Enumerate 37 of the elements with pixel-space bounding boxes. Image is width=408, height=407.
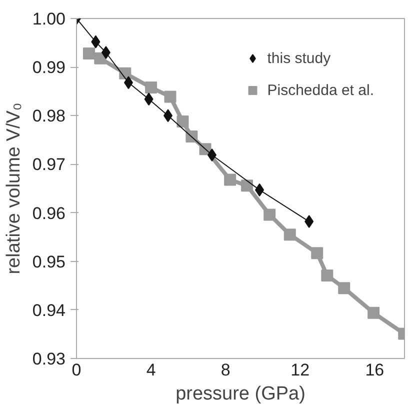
point <box>304 215 314 228</box>
point <box>284 228 296 241</box>
point <box>224 174 236 186</box>
point <box>82 47 95 60</box>
y-tick-label: 0.96 <box>32 204 66 223</box>
point <box>368 306 380 319</box>
point <box>164 109 173 122</box>
x-tick-label: 16 <box>365 360 384 380</box>
y-tick-label: 0.94 <box>32 300 66 320</box>
point <box>255 183 264 196</box>
point <box>164 90 176 103</box>
y-tick-label: 0.98 <box>32 106 66 126</box>
point <box>241 180 254 192</box>
x-axis-title: pressure (GPa) <box>176 384 306 404</box>
x-tick-label: 0 <box>72 360 82 380</box>
point <box>91 35 100 48</box>
point <box>176 115 189 128</box>
legend-label: Pischedda et al. <box>267 82 374 98</box>
point <box>144 92 154 106</box>
point <box>124 76 133 90</box>
point <box>311 247 324 260</box>
y-tick-label: 1.00 <box>32 10 66 28</box>
y-tick-label: 0.99 <box>32 58 66 78</box>
point <box>321 269 334 282</box>
point <box>338 282 350 294</box>
y-axis-title: relative volume V/V₀ <box>3 102 24 274</box>
point <box>264 208 276 221</box>
x-tick-label: 8 <box>220 360 230 380</box>
point <box>145 81 158 94</box>
x-tick-label: 12 <box>290 360 310 380</box>
point <box>207 148 216 162</box>
x-tick-label: 4 <box>146 360 156 380</box>
y-tick-label: 0.95 <box>32 252 66 272</box>
point <box>101 46 110 59</box>
y-tick-label: 0.97 <box>32 155 66 174</box>
legend-label: this study <box>267 50 331 66</box>
y-tick-label: 0.93 <box>32 350 66 368</box>
